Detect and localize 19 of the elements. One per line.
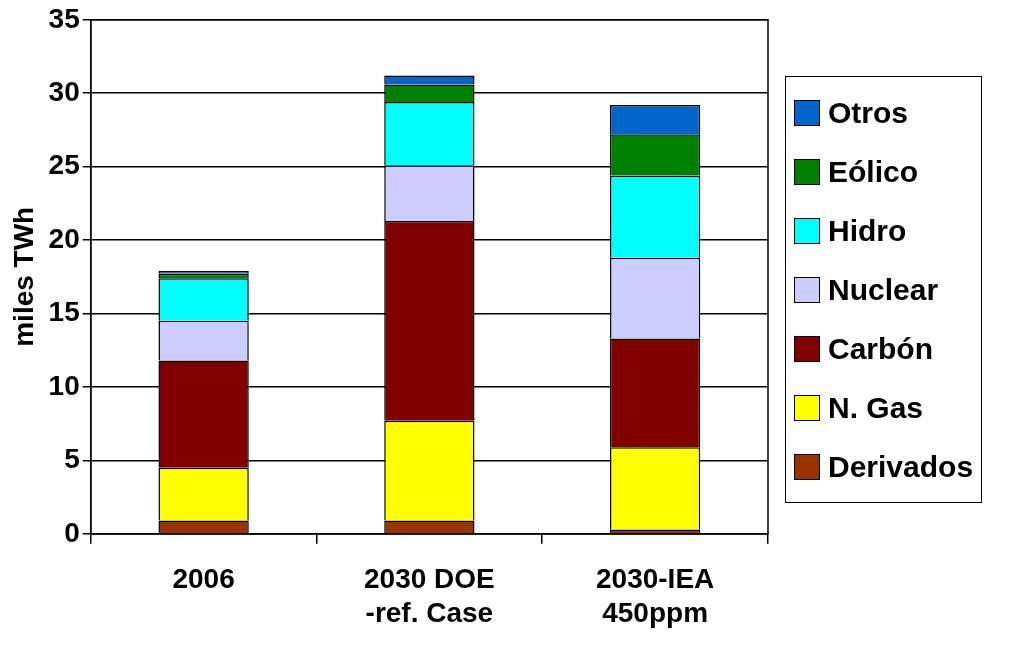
y-axis-title: miles TWh [7,206,39,347]
y-tick-label: 5 [64,443,80,475]
x-tick-label: 2030 DOE -ref. Case [364,563,495,628]
legend-label: N. Gas [828,390,924,425]
y-tick-label: 30 [48,75,80,107]
x-tick-label: 2030-IEA 450ppm [595,563,715,628]
y-tick-label: 25 [48,149,80,181]
y-tick-label: 15 [48,296,80,328]
y-tick-label: 35 [48,2,80,34]
legend-label: Otros [828,95,909,130]
legend-label: Eólico [828,154,919,189]
legend-label: Hidro [828,213,907,248]
y-tick-label: 20 [48,222,80,254]
legend-label: Derivados [828,449,974,484]
y-tick-label: 0 [64,516,80,548]
x-tick-label: 2006 [172,563,235,595]
legend-label: Nuclear [828,272,939,307]
legend-label: Carbón [828,331,933,366]
y-tick-label: 10 [48,369,80,401]
